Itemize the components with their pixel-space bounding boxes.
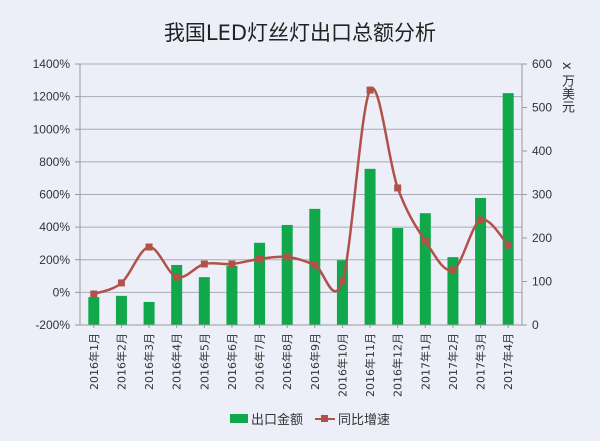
bar [171,264,183,325]
line-marker [117,279,125,287]
line-marker [366,86,374,94]
x-tick-label: 2016年10月 [335,333,349,397]
x-tick-label: 2016年1月 [87,333,101,390]
x-tick-label: 2017年3月 [474,333,488,390]
x-tick-label: 2016年7月 [253,333,267,390]
bar [392,227,404,325]
legend-bar-label: 出口金额 [251,413,304,428]
line-marker [311,261,319,269]
y-axis-left-labels: -200% 0% 200% 400% 600% 800% 1000% 1200% 1400% [33,57,71,332]
line-marker [200,260,208,268]
x-tick-label: 2017年1月 [418,333,432,390]
bar [419,213,431,325]
bar [143,301,155,325]
y-left-tick-label: 200% [39,253,70,267]
bar-swatch-icon [230,414,248,423]
y-left-tick-label: 0% [53,285,71,299]
x-tick-label: 2016年4月 [170,333,184,390]
bar [364,168,376,325]
bar [198,277,210,325]
y-left-tick-label: 800% [39,155,70,169]
line-marker [228,260,236,268]
chart-title: 我国LED灯丝灯出口总额分析 [163,21,437,45]
x-tick-label: 2016年6月 [225,333,239,390]
y-right-tick-label: 0 [532,318,539,332]
line-marker [90,290,98,298]
y-axis-right-labels: 0 100 200 300 400 500 600 [532,57,552,332]
y-left-tick-label: 400% [39,220,70,234]
bar [226,265,238,325]
bar-series [88,93,514,326]
line-series [90,86,512,298]
y-right-tick-label: 200 [532,231,552,245]
axes [75,63,527,328]
x-tick-label: 2016年3月 [142,333,156,390]
y-right-tick-label: 100 [532,275,552,289]
y-right-tick-label: 400 [532,144,552,158]
y-left-tick-label: -200% [35,318,70,332]
x-tick-label: 2016年11月 [363,333,377,397]
bar [475,197,487,325]
bar [88,297,100,325]
line-marker [256,255,264,263]
bar [336,260,348,325]
bar [254,242,266,325]
line-marker-icon [315,414,336,423]
y-right-tick-label: 300 [532,188,552,202]
y-left-tick-label: 1400% [33,57,71,71]
line-marker [145,243,153,251]
y-left-tick-label: 1000% [33,122,71,136]
x-tick-label: 2016年12月 [391,333,405,397]
y-right-tick-label: 600 [532,57,552,71]
bar [502,93,514,326]
line-marker [477,216,485,224]
bar [115,295,127,325]
growth-line [93,87,510,296]
line-marker [173,273,181,281]
line-marker [283,253,291,261]
y-left-tick-label: 600% [39,188,70,202]
legend: 出口金额 同比增速 [230,409,390,428]
x-tick-label: 2016年2月 [114,333,128,390]
x-tick-label: 2017年4月 [501,333,515,390]
y-axis-right-title: x 万美元 [559,62,574,113]
x-axis-labels: 2016年1月 2016年2月 2016年3月 2016年4月 2016年5月 2016年… [87,333,515,397]
y-right-tick-label: 500 [532,101,552,115]
x-tick-label: 2017年2月 [446,333,460,390]
legend-line-label: 同比增速 [338,413,391,428]
line-marker [504,241,512,249]
legend-item-line: 同比增速 [315,409,390,428]
line-marker [394,184,402,192]
bar [447,257,459,325]
x-tick-label: 2016年8月 [280,333,294,390]
line-marker [338,277,346,285]
x-tick-label: 2016年5月 [197,333,211,390]
line-marker [421,237,429,245]
legend-item-bar: 出口金额 [230,409,303,428]
y-left-tick-label: 1200% [33,90,71,104]
line-marker [449,266,457,274]
x-tick-label: 2016年9月 [308,333,322,390]
bar [281,224,293,325]
